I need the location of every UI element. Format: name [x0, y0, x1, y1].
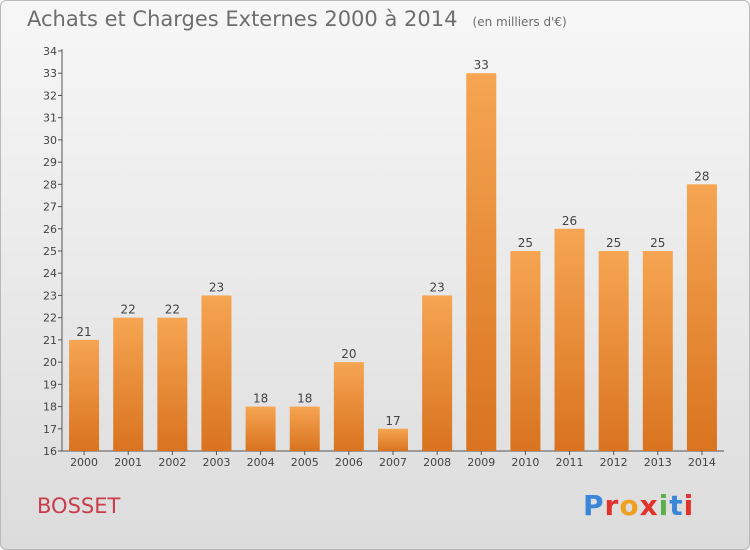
brand-letter: t	[669, 489, 684, 522]
bar-2006	[333, 362, 364, 451]
x-tick-label: 2000	[70, 456, 98, 469]
x-tick-label: 2009	[467, 456, 495, 469]
bar-2000	[69, 339, 100, 451]
x-tick-label: 2014	[688, 456, 716, 469]
brand-letter: i	[683, 489, 695, 522]
y-tick-label: 29	[43, 156, 57, 169]
brand-letter: P	[583, 489, 605, 522]
y-tick-label: 19	[43, 378, 57, 391]
x-tick-label: 2010	[511, 456, 539, 469]
chart-subtitle: (en milliers d'€)	[472, 15, 567, 29]
y-tick-label: 16	[43, 445, 57, 458]
chart-title: Achats et Charges Externes 2000 à 2014	[27, 7, 458, 31]
data-label-2014: 28	[694, 169, 709, 183]
y-tick-label: 31	[43, 112, 57, 125]
y-tick-label: 22	[43, 312, 57, 325]
y-tick-label: 21	[43, 334, 57, 347]
proxiti-logo[interactable]: Proxiti	[583, 489, 694, 522]
bar-2009	[466, 73, 497, 451]
data-label-2012: 25	[606, 236, 621, 250]
bar-2003	[201, 295, 232, 451]
data-label-2010: 25	[518, 236, 533, 250]
data-label-2007: 17	[385, 414, 400, 428]
x-tick-label: 2002	[158, 456, 186, 469]
bar-2014	[686, 184, 717, 452]
x-tick-label: 2011	[556, 456, 584, 469]
bar-2005	[289, 406, 320, 451]
data-label-2002: 22	[165, 303, 180, 317]
bar-2010	[510, 251, 541, 451]
x-tick-label: 2004	[247, 456, 275, 469]
y-tick-label: 30	[43, 134, 57, 147]
x-tick-label: 2003	[202, 456, 230, 469]
data-label-2011: 26	[562, 214, 577, 228]
brand-letter: r	[604, 489, 620, 522]
data-label-2005: 18	[297, 392, 312, 406]
x-tick-label: 2012	[600, 456, 628, 469]
bar-2007	[377, 428, 409, 451]
commune-name: BOSSET	[37, 494, 121, 518]
y-tick-label: 17	[43, 423, 57, 436]
x-tick-label: 2007	[379, 456, 407, 469]
brand-letter: i	[658, 489, 670, 522]
data-label-2006: 20	[341, 347, 356, 361]
bar-2001	[113, 317, 144, 451]
x-axis: 2000 2001 2002 2003 2004 2005 2006 2007 2008 2009…	[62, 450, 724, 469]
y-tick-label: 34	[43, 45, 57, 58]
y-tick-label: 23	[43, 289, 57, 302]
y-tick-label: 28	[43, 178, 57, 191]
bars: 21 22 22 23 18 18 20 17 23 33 25 26 25 25 28	[69, 58, 717, 452]
data-label-2004: 18	[253, 392, 268, 406]
bar-2004	[245, 406, 276, 451]
brand-letter: o	[619, 489, 640, 522]
bar-2002	[157, 317, 188, 451]
data-label-2003: 23	[209, 280, 224, 294]
x-tick-label: 2006	[335, 456, 363, 469]
y-tick-label: 20	[43, 356, 57, 369]
y-tick-label: 27	[43, 201, 57, 214]
bar-2013	[642, 251, 673, 451]
y-tick-label: 33	[43, 67, 57, 80]
y-tick-label: 18	[43, 401, 57, 414]
x-tick-label: 2001	[114, 456, 142, 469]
data-label-2009: 33	[474, 58, 489, 72]
data-label-2001: 22	[121, 303, 136, 317]
data-label-2008: 23	[429, 280, 444, 294]
bar-2012	[598, 251, 629, 451]
y-tick-label: 32	[43, 89, 57, 102]
y-tick-label: 24	[43, 267, 57, 280]
bar-2008	[422, 295, 453, 451]
x-tick-label: 2005	[291, 456, 319, 469]
y-tick-label: 25	[43, 245, 57, 258]
y-axis: 16 17 18 19 20 21 22 23 24 25 26 27 28 29 30 31 32 33 34	[43, 45, 63, 458]
y-tick-label: 26	[43, 223, 57, 236]
brand-letter: x	[639, 489, 659, 522]
title-row: Achats et Charges Externes 2000 à 2014 (…	[27, 7, 567, 31]
x-tick-label: 2013	[644, 456, 672, 469]
bar-2011	[554, 228, 585, 451]
data-label-2000: 21	[76, 325, 91, 339]
x-tick-label: 2008	[423, 456, 451, 469]
data-label-2013: 25	[650, 236, 665, 250]
